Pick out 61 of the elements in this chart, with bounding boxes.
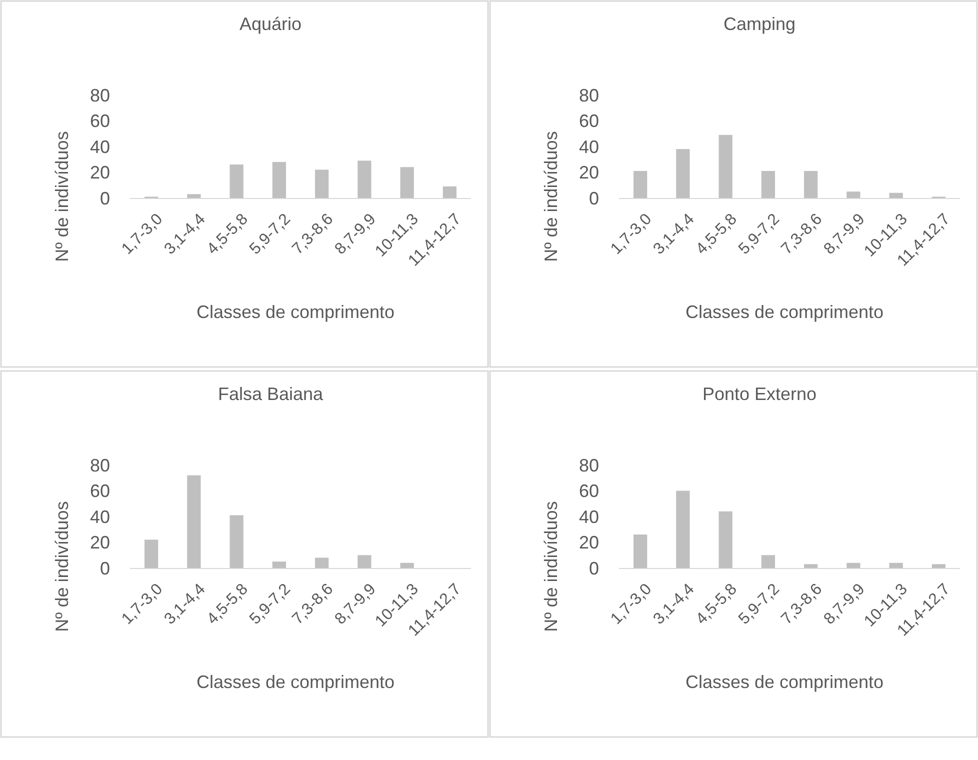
bar	[761, 170, 776, 198]
y-tick-label: 20	[90, 532, 110, 553]
bar	[442, 186, 457, 198]
y-tick-label: 0	[588, 188, 599, 208]
x-axis-title: Classes de comprimento	[196, 672, 395, 692]
bar	[400, 167, 414, 198]
bar	[314, 170, 329, 198]
bar	[400, 562, 414, 568]
y-tick-label: 40	[90, 136, 110, 157]
bar	[718, 511, 732, 568]
bar	[358, 555, 372, 568]
bar	[804, 170, 818, 198]
y-tick-label: 20	[578, 532, 599, 553]
x-axis-title: Classes de comprimento	[685, 302, 884, 322]
y-tick-label: 0	[100, 188, 110, 208]
y-tick-label: 80	[90, 85, 110, 106]
bar	[272, 162, 286, 198]
bar	[846, 192, 860, 198]
chart-title: Aquário	[239, 14, 302, 34]
y-tick-label: 0	[100, 558, 110, 578]
y-tick-label: 20	[578, 162, 599, 183]
bar	[804, 564, 818, 568]
y-tick-label: 80	[578, 85, 599, 106]
y-axis-title: Nº de indivíduos	[52, 501, 72, 632]
y-tick-label: 20	[90, 162, 110, 183]
chart-title: Ponto Externo	[702, 384, 817, 404]
chart-title: Falsa Baiana	[218, 384, 324, 404]
bar	[676, 490, 690, 568]
y-tick-label: 40	[578, 136, 599, 157]
y-tick-label: 60	[578, 481, 599, 502]
bar	[846, 562, 860, 568]
bar	[314, 558, 329, 568]
y-tick-label: 60	[90, 111, 110, 132]
bar	[889, 562, 903, 568]
bar	[718, 134, 732, 198]
bar	[676, 149, 690, 198]
y-axis-title: Nº de indivíduos	[541, 131, 561, 262]
bar	[187, 194, 201, 198]
bar	[889, 192, 903, 198]
y-axis-title: Nº de indivíduos	[541, 501, 561, 632]
bar	[230, 515, 244, 568]
y-tick-label: 80	[578, 455, 599, 476]
y-tick-label: 40	[578, 506, 599, 527]
x-axis-title: Classes de comprimento	[196, 302, 395, 322]
y-tick-label: 80	[90, 455, 110, 476]
bar	[144, 540, 158, 568]
bar	[187, 475, 201, 568]
y-tick-label: 40	[90, 506, 110, 527]
bar	[761, 555, 776, 568]
y-axis-title: Nº de indivíduos	[52, 131, 72, 262]
y-tick-label: 60	[90, 481, 110, 502]
y-tick-label: 60	[578, 111, 599, 132]
bar	[358, 160, 372, 198]
x-axis-title: Classes de comprimento	[685, 672, 884, 692]
bar	[633, 170, 648, 198]
y-tick-label: 0	[588, 558, 599, 578]
bar	[932, 564, 946, 568]
bar	[272, 562, 286, 568]
bar	[230, 164, 244, 198]
chart-title: Camping	[723, 14, 796, 34]
bar	[633, 534, 648, 568]
